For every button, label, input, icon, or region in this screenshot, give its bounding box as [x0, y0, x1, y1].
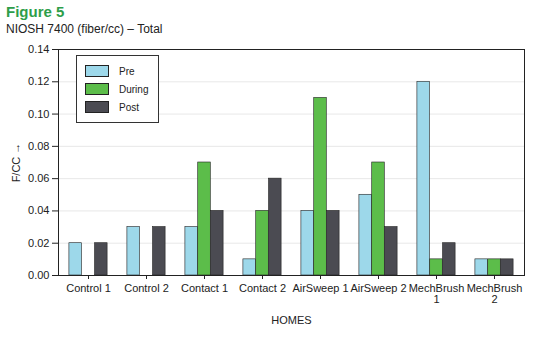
svg-text:0.08: 0.08 [28, 140, 49, 152]
svg-text:Control 2: Control 2 [124, 282, 169, 294]
svg-text:0.12: 0.12 [28, 75, 49, 87]
svg-text:Contact 1: Contact 1 [181, 282, 228, 294]
svg-text:MechBrush1: MechBrush1 [409, 282, 465, 305]
svg-text:MechBrush2: MechBrush2 [467, 282, 523, 305]
svg-text:0.06: 0.06 [28, 172, 49, 184]
svg-text:0.10: 0.10 [28, 108, 49, 120]
svg-text:AirSweep 1: AirSweep 1 [292, 282, 348, 294]
svg-text:0.14: 0.14 [28, 43, 49, 55]
svg-text:AirSweep 2: AirSweep 2 [350, 282, 406, 294]
svg-text:Control 1: Control 1 [66, 282, 111, 294]
svg-text:F/CC →: F/CC → [10, 143, 22, 183]
html-text:Figure 5: Figure 5 [6, 3, 65, 20]
html-text:Post: Post [119, 101, 139, 113]
svg-text:Contact 2: Contact 2 [239, 282, 286, 294]
svg-text:0.00: 0.00 [28, 269, 49, 281]
html-text:Pre: Pre [119, 65, 135, 77]
svg-text:HOMES: HOMES [271, 314, 311, 326]
html-text:NIOSH 7400 (fiber/cc) – Total: NIOSH 7400 (fiber/cc) – Total [6, 22, 163, 36]
svg-text:0.02: 0.02 [28, 237, 49, 249]
html-text:During: During [119, 83, 149, 95]
svg-text:0.04: 0.04 [28, 204, 49, 216]
